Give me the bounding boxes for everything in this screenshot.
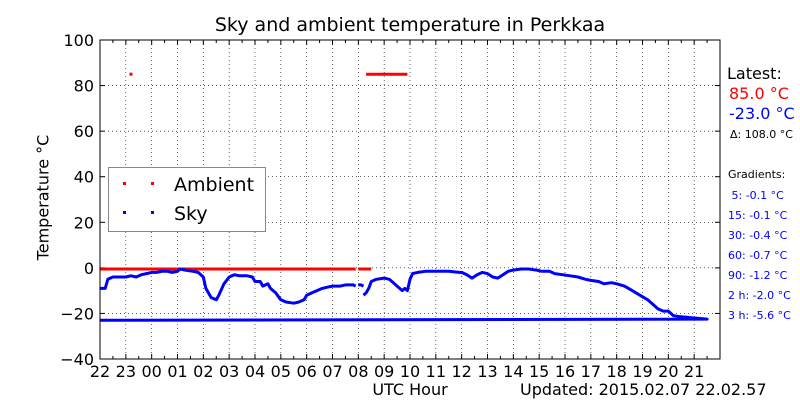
x-tick-label: 11	[426, 362, 446, 381]
gradient-item: 90: -1.2 °C	[728, 269, 788, 282]
y-tick-label: 60	[74, 122, 94, 141]
gradient-item: 3 h: -5.6 °C	[728, 309, 791, 322]
y-tick-label: 40	[74, 168, 94, 187]
x-tick-label: 09	[374, 362, 394, 381]
x-tick-label: 14	[503, 362, 523, 381]
series-sky-line	[99, 267, 709, 322]
y-tick-label: 80	[74, 77, 94, 96]
x-tick-label: 17	[581, 362, 601, 381]
latest-ambient-value: 85.0 °C	[729, 84, 789, 103]
y-tick-label: 0	[84, 259, 94, 278]
chart-legend: Ambient Sky	[108, 167, 266, 232]
legend-marker-sky	[123, 211, 126, 214]
gradient-item: 5: -0.1 °C	[728, 189, 784, 202]
legend-item-ambient: Ambient	[109, 174, 265, 196]
updated-timestamp: Updated: 2015.02.07 22.02.57	[520, 380, 767, 399]
x-tick-label: 20	[658, 362, 678, 381]
legend-marker-ambient	[151, 182, 154, 185]
x-tick-label: 12	[451, 362, 471, 381]
gradient-item: 60: -0.7 °C	[728, 249, 788, 262]
x-tick-label: 01	[167, 362, 187, 381]
x-tick-label: 22	[90, 362, 110, 381]
x-tick-label: 18	[606, 362, 626, 381]
chart-title: Sky and ambient temperature in Perkkaa	[214, 14, 606, 36]
x-tick-label: 16	[555, 362, 575, 381]
x-tick-label: 13	[477, 362, 497, 381]
gradients-list: 5: -0.1 °C 15: -0.1 °C 30: -0.4 °C 60: -…	[728, 188, 791, 328]
series-sky-line	[358, 283, 365, 288]
latest-sky-value: -23.0 °C	[729, 104, 795, 123]
legend-label-sky: Sky	[174, 203, 208, 225]
gradients-heading: Gradients:	[728, 168, 786, 181]
x-tick-label: 00	[141, 362, 161, 381]
x-tick-label: 15	[529, 362, 549, 381]
latest-delta-value: Δ: 108.0 °C	[730, 128, 793, 141]
x-tick-label: 10	[400, 362, 420, 381]
x-tick-label: 02	[193, 362, 213, 381]
legend-label-ambient: Ambient	[174, 174, 255, 196]
y-tick-label: 20	[74, 213, 94, 232]
gradient-item: 30: -0.4 °C	[728, 229, 788, 242]
x-tick-label: 04	[245, 362, 265, 381]
x-tick-label: 23	[116, 362, 136, 381]
y-tick-label: −40	[60, 350, 94, 369]
legend-item-sky: Sky	[109, 203, 265, 225]
legend-marker-sky	[151, 211, 154, 214]
y-tick-label: 100	[63, 31, 94, 50]
x-tick-label: 08	[348, 362, 368, 381]
latest-heading: Latest:	[727, 64, 782, 83]
y-axis-label: Temperature °C	[33, 134, 53, 261]
gradient-item: 15: -0.1 °C	[728, 209, 788, 222]
series-sky-line	[100, 267, 357, 305]
legend-marker-ambient	[123, 182, 126, 185]
series-ambient-point	[129, 72, 133, 76]
x-tick-label: 19	[632, 362, 652, 381]
plot-frame	[99, 39, 721, 360]
gradient-item: 2 h: -2.0 °C	[728, 289, 791, 302]
x-tick-label: 21	[684, 362, 704, 381]
x-tick-label: 07	[322, 362, 342, 381]
x-tick-label: 06	[296, 362, 316, 381]
x-tick-label: 05	[271, 362, 291, 381]
x-axis-label: UTC Hour	[372, 380, 448, 399]
x-tick-label: 03	[219, 362, 239, 381]
y-tick-label: −20	[60, 304, 94, 323]
